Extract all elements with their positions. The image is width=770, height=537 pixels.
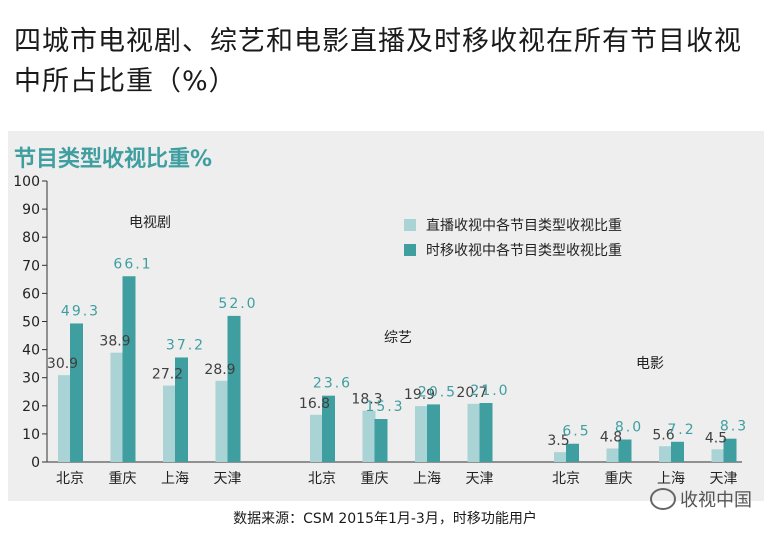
watermark-text: 收视中国 (680, 490, 752, 511)
data-label-live: 19.9 (404, 387, 435, 403)
watermark: 收视中国 (650, 486, 752, 512)
x-tick-label: 天津 (214, 471, 242, 487)
bar-live (58, 375, 71, 462)
data-label-live: 16.8 (299, 396, 330, 412)
x-tick-label: 上海 (657, 471, 685, 487)
data-label-timeshift: 15.3 (365, 399, 404, 415)
page-title: 四城市电视剧、综艺和电影直播及时移收视在所有节目收视中所占比重（%） (14, 26, 742, 97)
bars (58, 276, 737, 462)
data-label-timeshift: 49.3 (61, 303, 100, 319)
bar-live (310, 414, 323, 462)
x-tick-label: 天津 (466, 471, 494, 487)
bar-timeshift (427, 404, 440, 462)
x-tick-label: 上海 (161, 471, 189, 487)
data-label-timeshift: 20.5 (418, 384, 457, 400)
group-label: 电影 (636, 356, 664, 372)
data-label-timeshift: 66.1 (113, 256, 152, 272)
bar-live (215, 380, 229, 462)
bar-timeshift (122, 276, 136, 462)
labels: 30.9 49.3 北京 38.9 66.1 重庆 27.2 37.2 上海 28.9 52.0 天津… (47, 215, 748, 487)
x-tick-label: 北京 (56, 471, 84, 487)
y-tick-label: 70 (22, 258, 40, 274)
y-tick-label: 40 (22, 343, 40, 359)
legend-label: 时移收视中各节目类型收视比重 (426, 243, 622, 259)
bar-timeshift (227, 315, 241, 462)
bar-live (554, 452, 567, 462)
data-label-timeshift: 52.0 (218, 296, 257, 312)
y-tick-label: 60 (22, 286, 40, 302)
bar-timeshift (618, 439, 632, 462)
y-tick-label: 100 (13, 174, 40, 190)
y-tick-label: 0 (31, 455, 40, 471)
y-tick-label: 90 (22, 202, 40, 218)
bar-live (362, 410, 376, 462)
y-tick-label: 80 (22, 230, 40, 246)
data-label-live: 20.7 (456, 385, 487, 401)
y-tick-label: 30 (22, 371, 40, 387)
data-label-live: 3.5 (547, 433, 569, 449)
x-tick-label: 北京 (552, 471, 580, 487)
data-label-timeshift: 7.2 (667, 422, 695, 438)
bar-timeshift (479, 402, 493, 462)
data-label-timeshift: 37.2 (166, 337, 205, 353)
x-tick-label: 北京 (308, 471, 336, 487)
data-label-timeshift: 8.0 (615, 420, 643, 436)
bar-timeshift (322, 395, 335, 462)
chart-subtitle: 节目类型收视比重% (14, 147, 213, 172)
y-tick-label: 50 (22, 315, 40, 331)
data-label-live: 38.9 (99, 334, 130, 350)
data-label-live: 30.9 (47, 356, 78, 372)
data-label-live: 5.6 (652, 427, 674, 443)
data-label-live: 4.8 (600, 430, 622, 446)
bar-live (711, 449, 725, 462)
data-label-live: 4.5 (705, 430, 727, 446)
y-tick-label: 20 (22, 399, 40, 415)
data-label-timeshift: 8.3 (720, 419, 748, 435)
legend-swatch (404, 244, 416, 256)
bar-live (163, 385, 176, 462)
bar-timeshift (723, 438, 737, 462)
bar-live (467, 403, 481, 462)
data-label-live: 27.2 (152, 367, 183, 383)
x-tick-label: 重庆 (605, 471, 633, 487)
group-label: 电视剧 (129, 215, 171, 231)
data-label-timeshift: 23.6 (313, 376, 352, 392)
group-label: 综艺 (384, 330, 412, 346)
bar-timeshift (70, 323, 83, 462)
bar-timeshift (566, 443, 579, 462)
data-label-timeshift: 6.5 (562, 424, 590, 440)
bar-timeshift (175, 357, 188, 462)
y-tick-label: 10 (22, 427, 40, 443)
data-label-timeshift: 21.0 (470, 383, 509, 399)
source-note: 数据来源：CSM 2015年1月-3月，时移功能用户 (233, 511, 537, 527)
bar-timeshift (374, 419, 388, 462)
bar-live (606, 448, 620, 462)
bar-live (110, 352, 124, 462)
bar-live (659, 446, 672, 462)
x-tick-label: 天津 (710, 471, 738, 487)
data-label-live: 28.9 (204, 362, 235, 378)
legend-label: 直播收视中各节目类型收视比重 (426, 217, 622, 234)
x-tick-label: 重庆 (109, 471, 137, 487)
bar-timeshift (671, 441, 684, 462)
data-label-live: 18.3 (351, 392, 382, 408)
wechat-logo-icon (650, 488, 676, 510)
legend-swatch (404, 219, 416, 231)
x-tick-label: 重庆 (361, 471, 389, 487)
x-tick-label: 上海 (413, 471, 441, 487)
bar-live (415, 406, 428, 462)
